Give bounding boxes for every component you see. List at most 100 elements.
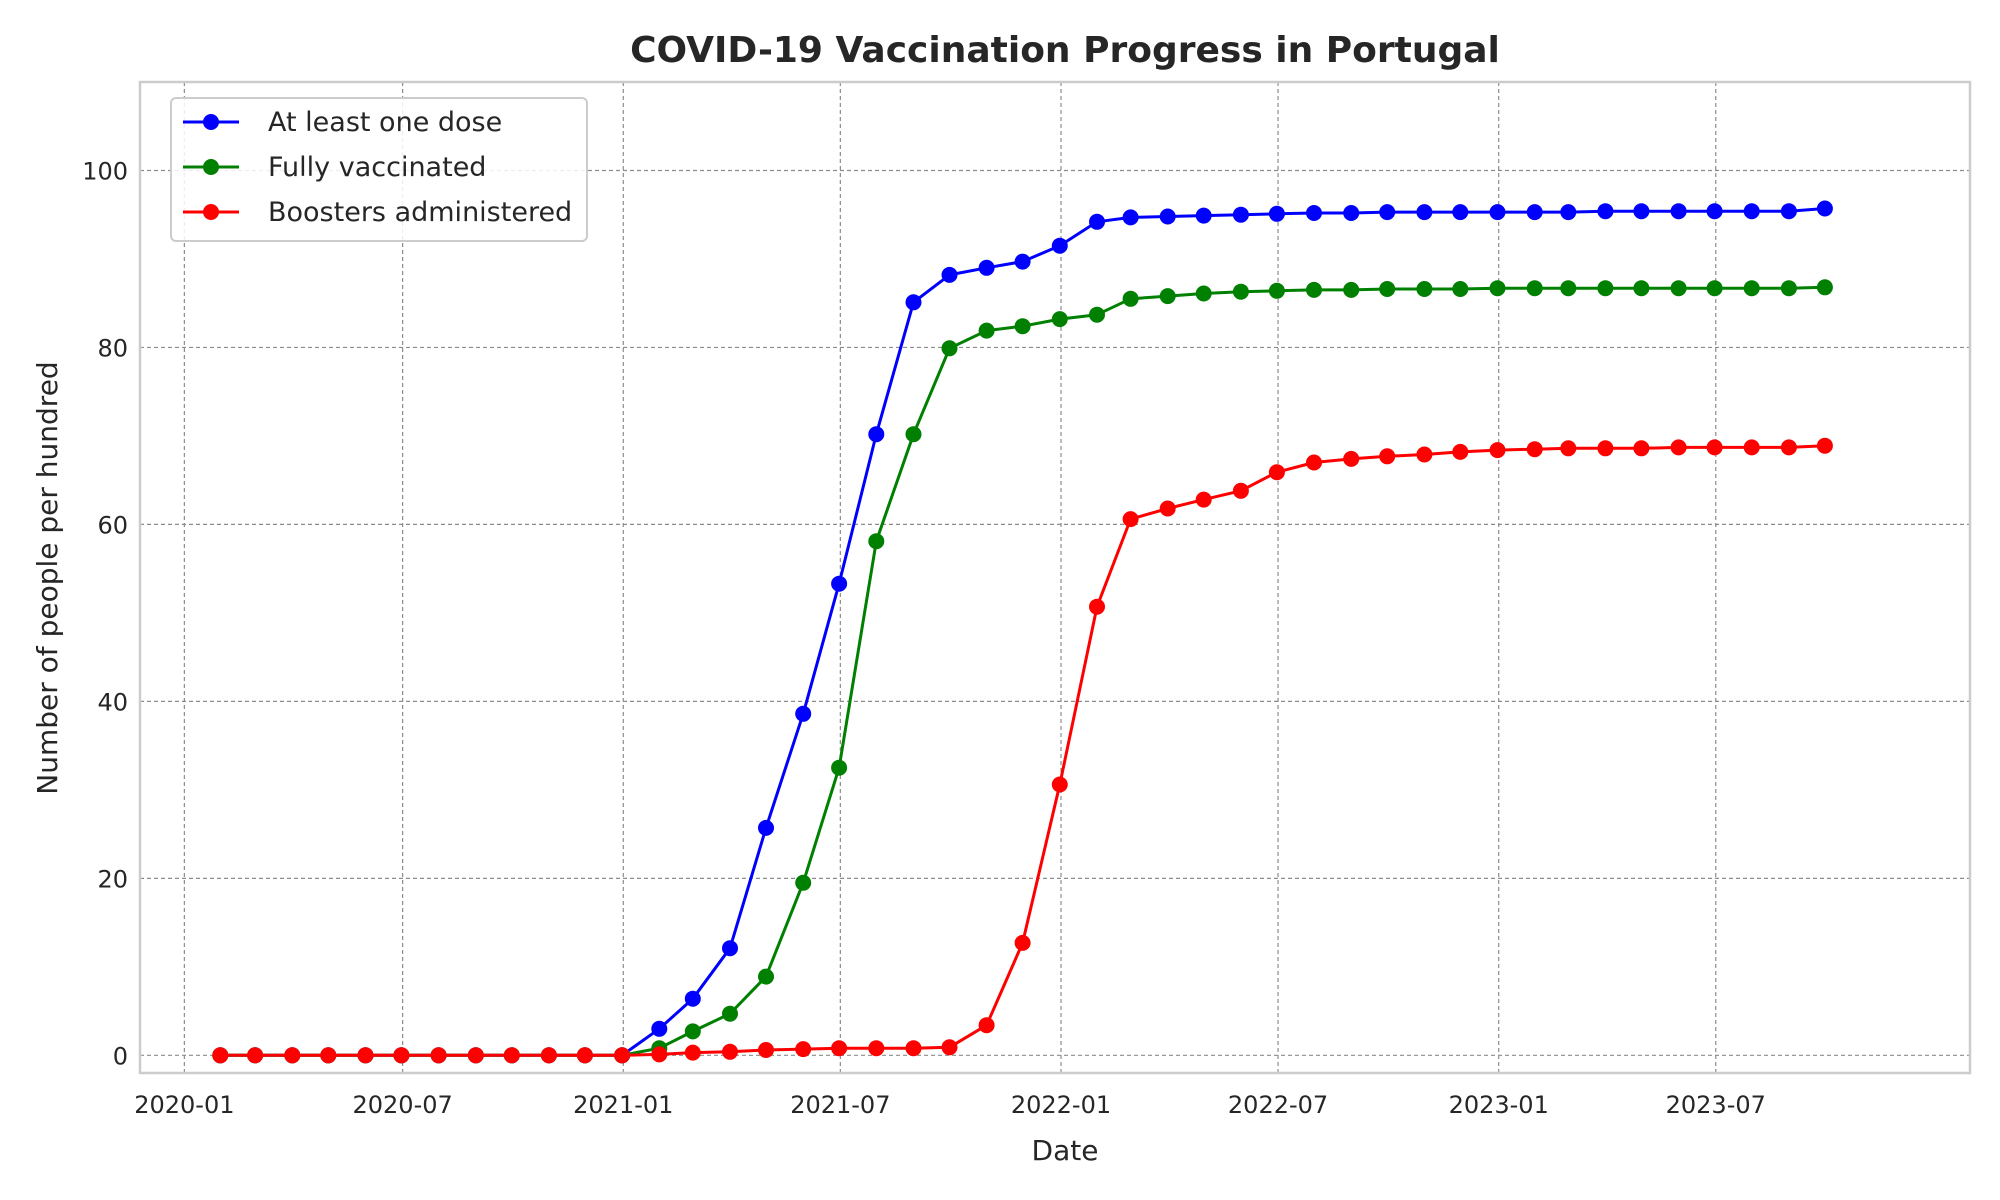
- data-point: [430, 1047, 447, 1064]
- data-point: [1051, 311, 1068, 328]
- data-point: [831, 759, 848, 776]
- data-point: [1122, 209, 1139, 226]
- x-tick-label: 2022-01: [1011, 1091, 1111, 1119]
- series-2: [212, 437, 1833, 1064]
- data-point: [247, 1047, 264, 1064]
- data-point: [831, 1040, 848, 1057]
- data-point: [1306, 281, 1322, 298]
- data-point: [1416, 446, 1433, 463]
- y-tick-label: 0: [113, 1042, 128, 1070]
- data-point: [1379, 448, 1396, 465]
- data-point: [1014, 318, 1031, 335]
- data-point: [1670, 203, 1687, 220]
- data-point: [1232, 482, 1249, 499]
- data-point: [684, 1044, 701, 1061]
- data-point: [357, 1047, 374, 1064]
- data-point: [722, 940, 738, 957]
- y-tick-label: 60: [97, 511, 128, 539]
- data-point: [1489, 280, 1506, 297]
- legend-item: Fully vaccinated: [183, 152, 486, 183]
- legend: At least one dose Fully vaccinated Booster…: [170, 97, 588, 242]
- data-point: [1014, 253, 1031, 270]
- data-point: [1780, 203, 1797, 220]
- data-point: [905, 426, 922, 443]
- y-axis-label: Number of people per hundred: [31, 361, 64, 794]
- data-point: [1526, 204, 1543, 221]
- data-point: [467, 1047, 484, 1064]
- legend-item: At least one dose: [183, 107, 502, 138]
- plot-frame: [138, 80, 1972, 1075]
- legend-label: Fully vaccinated: [268, 152, 486, 183]
- data-point: [1416, 204, 1433, 221]
- y-tick-label: 40: [97, 688, 128, 716]
- data-point: [1452, 443, 1469, 460]
- data-point: [1526, 441, 1543, 458]
- x-tick-label: 2023-07: [1666, 1091, 1766, 1119]
- data-point: [1268, 205, 1285, 222]
- data-point: [684, 990, 701, 1007]
- data-point: [320, 1047, 337, 1064]
- tick-labels: 2020-01 2020-07 2021-01 2021-07 2022-01 2022-…: [82, 157, 1766, 1119]
- legend-label: Boosters administered: [268, 197, 572, 228]
- data-point: [868, 1040, 885, 1057]
- data-point: [1452, 281, 1469, 297]
- x-tick-label: 2020-07: [352, 1091, 452, 1119]
- data-point: [651, 1046, 668, 1063]
- legend-marker: [203, 159, 219, 175]
- data-point: [868, 426, 885, 443]
- x-tick-label: 2020-01: [134, 1091, 234, 1119]
- data-point: [1122, 290, 1139, 307]
- data-point: [1526, 280, 1543, 297]
- data-point: [1597, 280, 1614, 297]
- data-point: [1633, 280, 1650, 297]
- data-point: [758, 1042, 774, 1058]
- data-point: [576, 1047, 593, 1064]
- data-point: [1743, 439, 1760, 456]
- data-point: [1268, 282, 1285, 299]
- x-tick-label: 2023-01: [1449, 1091, 1549, 1119]
- data-point: [868, 533, 885, 550]
- data-point: [1159, 288, 1176, 305]
- x-tick-label: 2021-07: [790, 1091, 890, 1119]
- y-tick-label: 80: [97, 334, 128, 362]
- data-point: [722, 1043, 738, 1060]
- data-point: [1633, 203, 1650, 220]
- data-point: [1560, 280, 1577, 297]
- series-layer: [212, 200, 1833, 1064]
- data-point: [1014, 934, 1031, 951]
- data-point: [1816, 279, 1833, 296]
- data-point: [1195, 207, 1212, 224]
- data-point: [212, 1047, 229, 1064]
- data-point: [651, 1020, 668, 1037]
- data-point: [540, 1047, 557, 1064]
- data-point: [978, 259, 995, 276]
- data-point: [1089, 306, 1105, 323]
- data-point: [795, 874, 812, 891]
- data-point: [1343, 281, 1360, 298]
- data-point: [1343, 205, 1360, 221]
- data-point: [1706, 280, 1723, 297]
- data-point: [978, 1017, 995, 1034]
- data-point: [795, 1041, 812, 1058]
- data-point: [1706, 203, 1723, 220]
- legend-box: [170, 97, 588, 242]
- data-point: [1306, 454, 1322, 471]
- data-point: [1670, 439, 1687, 456]
- data-point: [284, 1047, 301, 1064]
- data-point: [1232, 283, 1249, 300]
- data-point: [1051, 237, 1068, 254]
- data-point: [1780, 439, 1797, 456]
- data-point: [1560, 440, 1577, 457]
- data-point: [1232, 206, 1249, 223]
- data-point: [1379, 281, 1396, 297]
- x-axis-label: Date: [1032, 1134, 1099, 1167]
- legend-label: At least one dose: [268, 107, 502, 138]
- data-point: [1089, 213, 1105, 230]
- data-point: [905, 294, 922, 311]
- x-tick-label: 2021-01: [573, 1091, 673, 1119]
- data-point: [905, 1040, 922, 1057]
- x-tick-label: 2022-07: [1228, 1091, 1328, 1119]
- data-point: [978, 322, 995, 339]
- chart-title: COVID-19 Vaccination Progress in Portuga…: [630, 30, 1500, 71]
